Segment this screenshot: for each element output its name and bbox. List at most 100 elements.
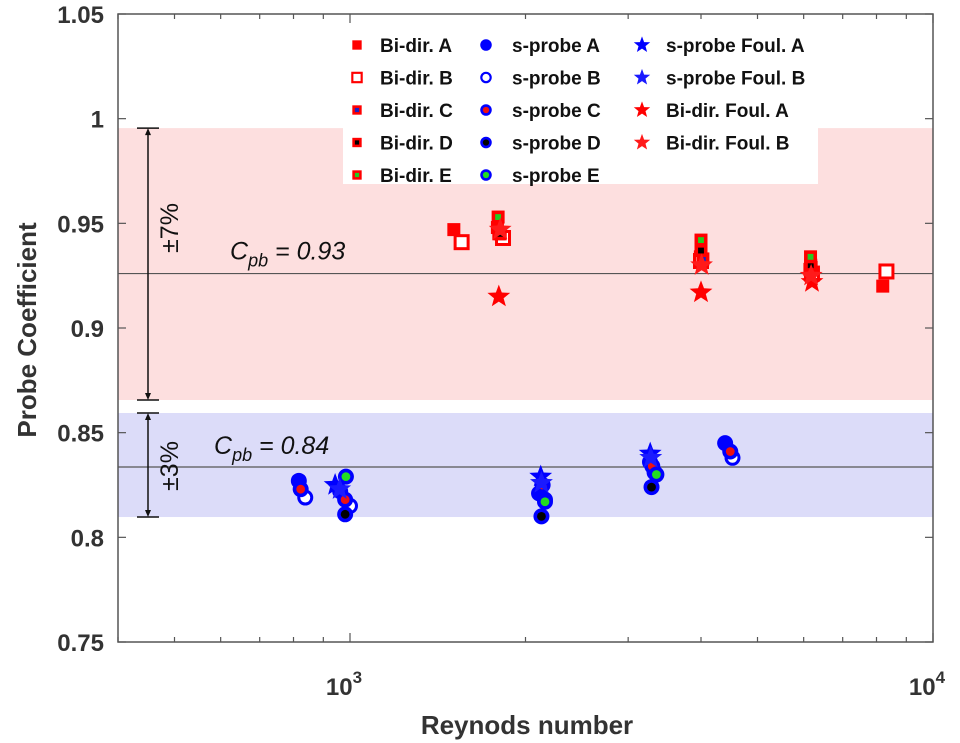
- y-tick-label: 0.95: [57, 211, 104, 238]
- legend-label: s-probe B: [512, 69, 601, 90]
- mean-label-c: C: [230, 238, 249, 266]
- series-bi-dir-e: [491, 210, 818, 264]
- legend-marker: [480, 136, 492, 149]
- series-s-probe-e: [337, 466, 665, 510]
- marker-center: [495, 214, 502, 220]
- star-marker: [639, 445, 663, 468]
- circle-marker: [480, 39, 492, 51]
- legend-label: Bi-dir. Foul. B: [666, 134, 790, 155]
- mean-label-subscript: pb: [231, 445, 252, 465]
- marker-center: [652, 470, 661, 479]
- marker-center: [354, 172, 360, 178]
- data-point: [694, 244, 708, 258]
- data-point: [337, 506, 354, 523]
- data-point: [328, 477, 352, 499]
- annotations: ±7% Cpb = 0.93 ±3% Cpb = 0.84: [137, 127, 345, 518]
- star-marker: [633, 68, 651, 85]
- legend-label: s-probe C: [512, 101, 601, 122]
- square-marker: [453, 234, 470, 251]
- legend-marker: [480, 39, 492, 51]
- y-tick-label: 0.9: [71, 316, 104, 343]
- marker-center: [341, 472, 351, 482]
- legend-label: s-probe Foul. B: [666, 69, 805, 90]
- marker-center: [482, 171, 490, 179]
- legend-label: Bi-dir. E: [380, 166, 452, 187]
- marker-center: [647, 482, 656, 492]
- legend-label: Bi-dir. C: [380, 101, 453, 122]
- data-point: [804, 250, 818, 264]
- data-point: [690, 253, 713, 275]
- arrow-head-icon: [145, 393, 151, 401]
- span-label: ±3%: [156, 441, 184, 491]
- data-point: [337, 468, 354, 485]
- star-marker: [323, 473, 347, 495]
- y-tick-label: 0.75: [57, 630, 104, 657]
- square-marker: [878, 263, 895, 280]
- data-point: [876, 279, 890, 293]
- star-marker: [633, 36, 651, 52]
- legend-marker: [351, 71, 363, 84]
- data-point: [292, 481, 309, 498]
- marker-center: [537, 512, 546, 521]
- y-axis-title: Probe Coefficient: [12, 222, 42, 438]
- data-point: [533, 508, 550, 525]
- legend-label: s-probe A: [512, 36, 600, 57]
- marker-center: [354, 107, 360, 113]
- data-point: [878, 263, 895, 280]
- legend-label: s-probe Foul. A: [666, 36, 805, 57]
- marker-center: [354, 140, 360, 145]
- x-tick-label: 104: [909, 668, 946, 701]
- marker-center: [482, 106, 490, 114]
- legend-marker: [352, 137, 362, 148]
- legend-label: Bi-dir. B: [380, 69, 453, 90]
- data-point: [491, 210, 505, 224]
- series-s-probe-d: [337, 479, 660, 525]
- square-marker: [447, 223, 461, 237]
- star-marker: [488, 217, 512, 240]
- star-marker: [487, 284, 511, 307]
- legend-label: s-probe D: [512, 134, 601, 155]
- series-s-probe-foul-b: [328, 445, 663, 499]
- legend-marker: [633, 36, 651, 52]
- data-points: [290, 210, 895, 525]
- legend-marker: [480, 169, 492, 181]
- x-tick-base: 10: [326, 674, 353, 701]
- star-marker: [530, 470, 553, 493]
- x-axis-title: Reynods number: [421, 710, 633, 740]
- legend-marker: [633, 133, 651, 150]
- data-point: [689, 280, 713, 303]
- data-point: [337, 491, 354, 508]
- square-marker: [352, 40, 362, 50]
- data-point: [487, 284, 511, 307]
- series-bi-dir-foul-b: [488, 217, 823, 286]
- star-marker: [690, 253, 713, 275]
- legend-marker: [352, 105, 362, 115]
- legend-label: Bi-dir. A: [380, 36, 452, 57]
- legend-marker: [480, 104, 492, 116]
- legend-marker: [633, 101, 651, 117]
- marker-center: [296, 484, 306, 494]
- marker-center: [725, 447, 735, 456]
- y-tick-label: 1.05: [57, 2, 104, 29]
- legend-label: s-probe E: [512, 166, 600, 187]
- arrow-head-icon: [145, 128, 151, 136]
- data-point: [799, 263, 823, 286]
- data-point: [639, 445, 663, 468]
- y-tick-label: 0.85: [57, 421, 104, 448]
- mean-label-subscript: pb: [247, 251, 268, 271]
- data-point: [530, 470, 553, 493]
- square-marker: [351, 71, 363, 84]
- circle-marker: [480, 71, 492, 84]
- star-marker: [689, 280, 713, 303]
- data-point: [643, 479, 660, 496]
- data-point: [447, 223, 461, 237]
- star-marker: [799, 263, 823, 286]
- x-tick-base: 10: [909, 674, 936, 701]
- legend-box: [343, 28, 818, 184]
- legend-marker: [480, 71, 492, 84]
- legend-label: Bi-dir. Foul. A: [666, 101, 789, 122]
- mean-label: Cpb = 0.84: [214, 432, 329, 465]
- marker-center: [698, 247, 704, 254]
